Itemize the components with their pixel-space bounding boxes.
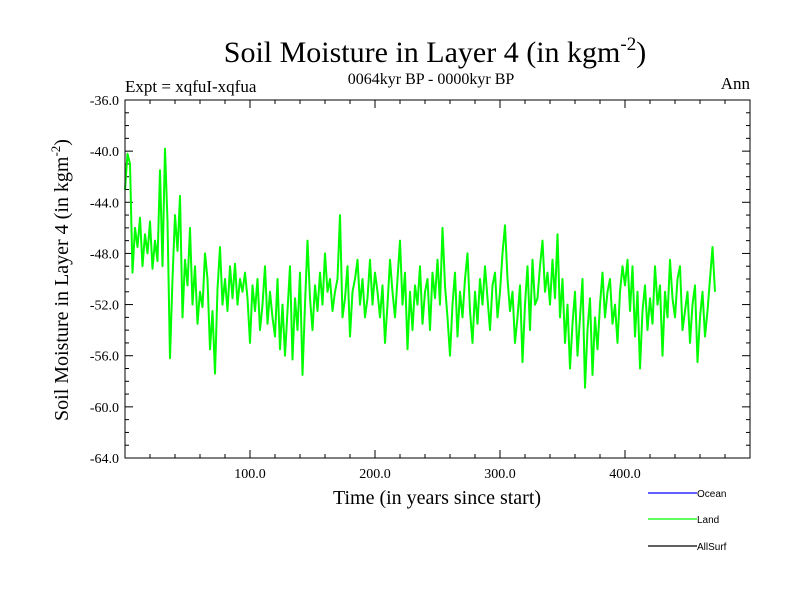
y-axis-ticks: -36.0 -40.0 -44.0 -48.0 -52.0 -56.0 -60.0 -64.0 <box>90 94 750 467</box>
y-tick-label: -44.0 <box>90 196 119 211</box>
y-axis-label: Soil Moisture in Layer 4 (in kgm-2) <box>48 139 73 421</box>
legend-label-land: Land <box>697 515 719 526</box>
y-tick-label: -52.0 <box>90 299 119 314</box>
y-tick-label: -56.0 <box>90 350 119 365</box>
subtitle-season: Ann <box>721 74 751 93</box>
y-tick-label: -36.0 <box>90 94 119 109</box>
legend-label-allsurf: AllSurf <box>697 542 727 553</box>
y-tick-label: -60.0 <box>90 401 119 416</box>
subtitle-period: 0064kyr BP - 0000kyr BP <box>348 71 515 88</box>
x-tick-label: 300.0 <box>484 467 516 482</box>
y-tick-label: -48.0 <box>90 247 119 262</box>
series-line-land <box>124 147 716 389</box>
x-tick-label: 400.0 <box>609 467 641 482</box>
y-tick-label: -64.0 <box>90 452 119 467</box>
x-tick-label: 200.0 <box>359 467 391 482</box>
y-tick-label: -40.0 <box>90 145 119 160</box>
plot-frame <box>124 99 751 459</box>
chart-title: Soil Moisture in Layer 4 (in kgm-2) <box>224 34 646 69</box>
legend-label-ocean: Ocean <box>697 489 726 500</box>
x-axis-label: Time (in years since start) <box>333 487 541 509</box>
x-tick-label: 100.0 <box>234 467 266 482</box>
subtitle-experiment: Expt = xqfuI-xqfua <box>125 77 257 96</box>
legend: Ocean Land AllSurf <box>648 489 727 553</box>
